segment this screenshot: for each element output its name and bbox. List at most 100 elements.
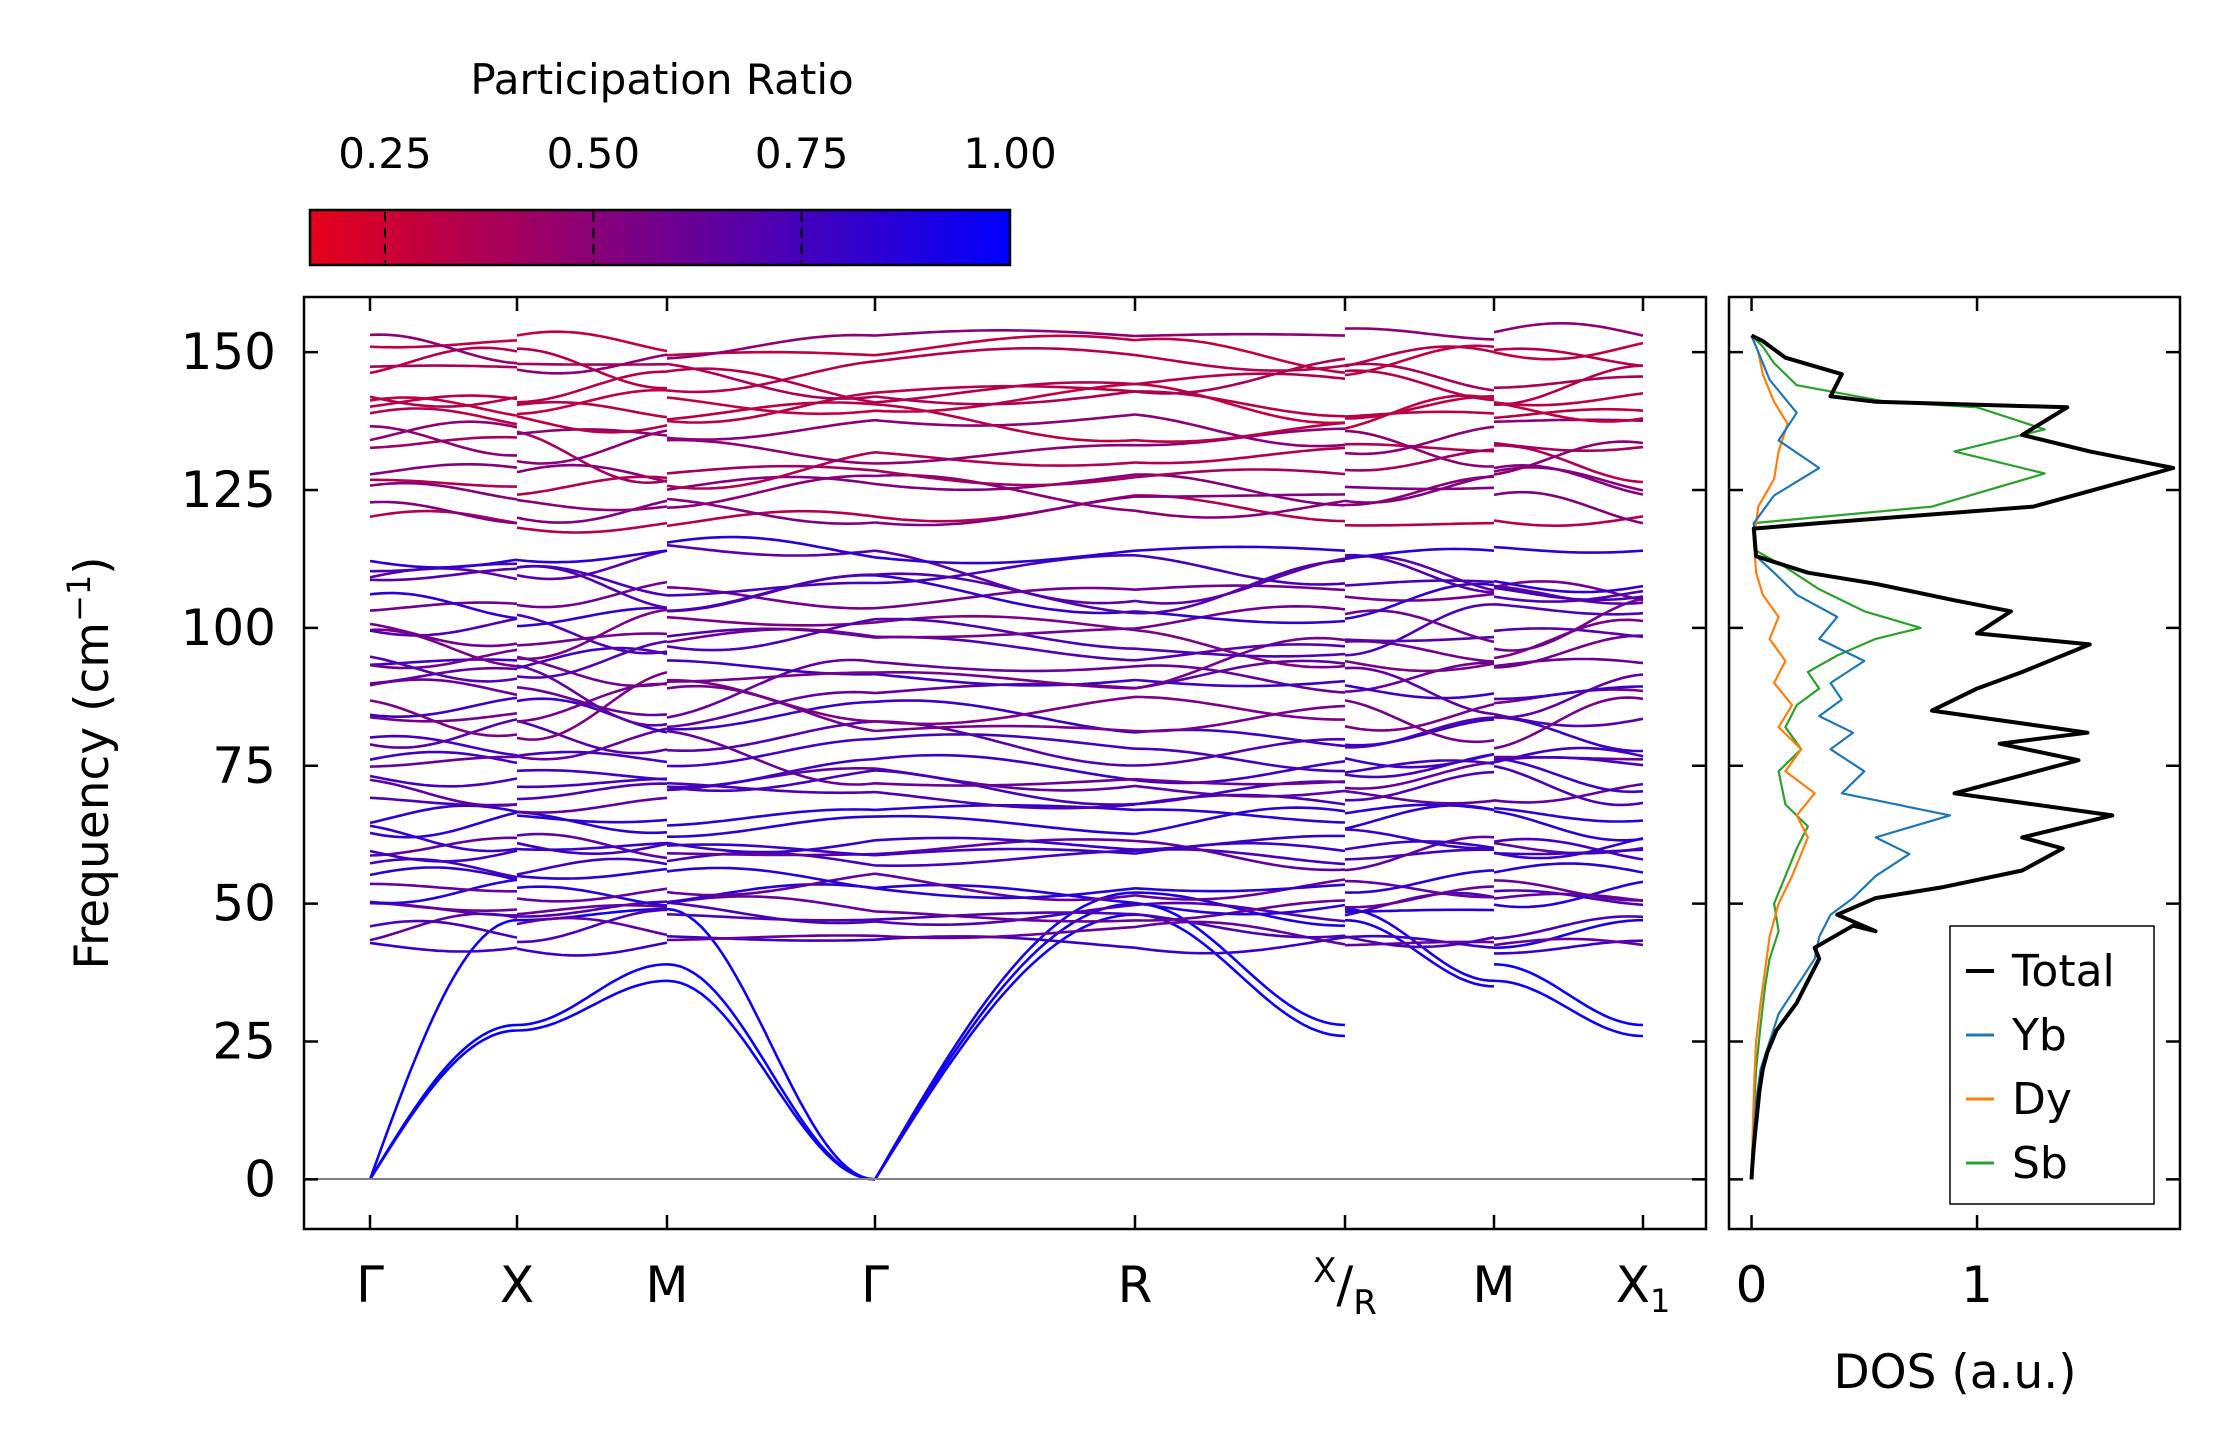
band-branch — [1134, 883, 1346, 893]
band-branch — [874, 695, 1136, 726]
band-branch — [1134, 664, 1346, 694]
band-branch — [369, 655, 518, 683]
band-branch — [1493, 586, 1644, 602]
frequency-tick-label: 50 — [212, 875, 276, 933]
band-branch — [874, 838, 1136, 856]
band-branch — [1134, 891, 1346, 927]
band-branch — [666, 872, 876, 897]
frequency-tick-label: 150 — [181, 323, 276, 381]
band-branch — [1493, 347, 1644, 368]
band-branch — [1344, 918, 1495, 988]
band-branch — [1493, 837, 1644, 860]
band-branch — [1344, 699, 1495, 744]
band-branch — [666, 360, 876, 394]
band-branch — [369, 425, 517, 457]
band-branch — [369, 509, 518, 525]
band-branch — [1493, 937, 1644, 947]
band-branch — [1134, 878, 1346, 901]
band-branch — [1344, 327, 1495, 341]
frequency-axis-label-main: Frequency (cm — [65, 622, 120, 970]
band-branch — [369, 558, 518, 569]
band-branch — [874, 847, 1136, 857]
band-branch — [1344, 485, 1495, 491]
band-branch — [1344, 362, 1495, 392]
band-branch — [369, 617, 518, 637]
band-branch — [666, 901, 876, 925]
band-branch — [666, 509, 876, 528]
band-branch — [874, 635, 1136, 662]
band-branch — [1134, 382, 1346, 425]
band-branch — [1493, 715, 1643, 753]
band-branch — [516, 400, 668, 419]
band-branch — [369, 648, 518, 670]
band-branch — [874, 403, 1136, 443]
dos-legend: Total Yb Dy Sb — [1949, 925, 2155, 1205]
band-branch — [666, 757, 876, 789]
band-branch — [1345, 521, 1495, 527]
band-branch — [666, 700, 876, 731]
band-branch — [1493, 603, 1644, 616]
dos-plot-frame — [1727, 295, 2182, 1231]
band-branch — [666, 535, 876, 559]
band-branch — [1493, 364, 1644, 406]
band-branch — [369, 591, 518, 620]
band-branch — [1493, 756, 1644, 767]
band-branch — [666, 396, 876, 416]
band-branch — [1344, 429, 1495, 468]
band-branch — [1344, 345, 1495, 368]
band-branch — [516, 415, 668, 434]
kpath-label: M — [1472, 1256, 1515, 1314]
band-branch — [1134, 901, 1346, 923]
band-branch — [873, 913, 1136, 1181]
band-branch — [369, 346, 518, 375]
colorbar-tick-label: 0.25 — [338, 129, 432, 178]
band-branch — [874, 473, 1136, 492]
band-branch — [1344, 935, 1495, 949]
band-branch — [1344, 908, 1495, 914]
band-branch — [516, 430, 668, 485]
band-branch — [1494, 918, 1643, 949]
kpath-label-part: R — [1353, 1283, 1377, 1323]
band-branch — [1493, 837, 1644, 861]
dos-axis-label: DOS (a.u.) — [1833, 1345, 2076, 1400]
band-branch — [666, 963, 876, 1181]
band-branch — [666, 852, 876, 857]
band-branch — [369, 778, 518, 807]
colorbar: Participation Ratio 0.25 0.50 0.75 1.00 — [308, 55, 1057, 267]
kpath-label: Γ — [861, 1256, 889, 1314]
band-branch — [1493, 782, 1644, 804]
band-branch — [1344, 761, 1495, 790]
dos-line-yb — [1750, 335, 1952, 1180]
band-branch — [516, 498, 668, 512]
band-branch — [1493, 545, 1644, 554]
band-branch — [666, 671, 875, 683]
band-branch — [1344, 410, 1495, 418]
band-branch — [516, 768, 668, 781]
frequency-tick-label: 100 — [181, 599, 276, 657]
band-branch — [1493, 757, 1644, 794]
colorbar-title: Participation Ratio — [470, 55, 853, 104]
band-branch — [369, 919, 518, 939]
kpath-label-part: X — [1313, 1251, 1336, 1291]
band-branch — [369, 941, 518, 953]
band-branch — [1344, 442, 1495, 453]
band-branch — [1493, 597, 1644, 652]
band-branch — [369, 849, 518, 863]
band-branch — [874, 390, 1136, 406]
legend-label-total: Total — [2011, 946, 2115, 997]
band-branch — [1344, 579, 1495, 587]
band-branch — [666, 882, 876, 904]
band-branch — [516, 330, 668, 353]
band-branch — [516, 499, 668, 524]
band-branch — [1344, 848, 1494, 861]
frequency-tick-label: 125 — [181, 461, 276, 519]
band-branch — [1134, 936, 1346, 955]
band-branch — [1134, 584, 1346, 592]
band-branch — [874, 586, 1136, 610]
band-branch — [1134, 848, 1346, 866]
band-branch — [1493, 627, 1644, 639]
band-branch — [666, 808, 876, 827]
band-branch — [1135, 493, 1346, 498]
band-branch — [874, 627, 1136, 639]
band-branch — [1134, 372, 1346, 386]
